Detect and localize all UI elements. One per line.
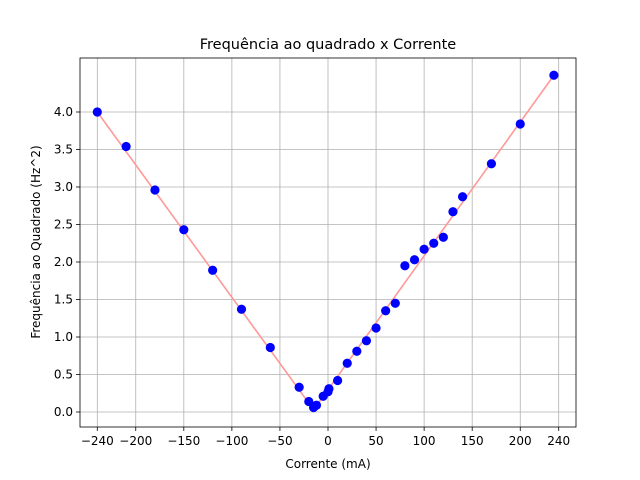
data-point: [311, 400, 322, 410]
data-point: [121, 141, 131, 152]
data-point: [515, 119, 525, 129]
y-tick-label: 0.0: [54, 405, 73, 419]
data-point: [448, 207, 458, 217]
x-axis-ticks: −240 −200 −150 −100 −50 0 50 100 150 200 240: [81, 427, 570, 448]
points-layer: [92, 70, 559, 413]
x-tick-label: 200: [509, 434, 532, 448]
data-point: [457, 192, 468, 202]
x-tick-label: 50: [368, 434, 383, 448]
data-point: [179, 225, 189, 235]
data-point: [208, 265, 218, 275]
x-tick-label: −200: [119, 434, 152, 448]
x-tick-label: 150: [461, 434, 484, 448]
data-point: [342, 358, 352, 368]
fit-line-layer: [96, 74, 555, 412]
x-tick-label: 240: [547, 434, 570, 448]
x-tick-label: −150: [167, 434, 200, 448]
grid-layer: [80, 58, 576, 427]
y-tick-label: 0.5: [54, 368, 73, 382]
y-tick-label: 3.0: [54, 180, 73, 194]
x-tick-label: −100: [215, 434, 248, 448]
y-tick-label: 1.5: [54, 293, 73, 307]
data-point: [361, 336, 372, 346]
x-tick-label: 0: [324, 434, 332, 448]
y-tick-label: 2.5: [54, 218, 73, 232]
x-tick-label: −240: [81, 434, 114, 448]
y-axis-label: Frequência ao Quadrado (Hz^2): [29, 145, 43, 338]
data-point: [438, 232, 448, 242]
fit-line: [96, 74, 555, 412]
data-point: [549, 70, 559, 80]
data-point: [265, 342, 275, 353]
y-tick-label: 3.5: [54, 143, 73, 157]
chart-title: Frequência ao quadrado x Corrente: [200, 37, 457, 53]
x-axis-label: Corrente (mA): [285, 457, 370, 471]
x-tick-label: 100: [413, 434, 436, 448]
data-point: [294, 382, 304, 392]
x-tick-label: −50: [267, 434, 292, 448]
y-axis-ticks: 0.0 0.5 1.0 1.5 2.0 2.5 3.0 3.5 4.0: [54, 105, 80, 419]
y-tick-label: 1.0: [54, 330, 73, 344]
y-tick-label: 2.0: [54, 255, 73, 269]
data-point: [92, 107, 102, 117]
data-point: [381, 306, 391, 316]
data-point: [236, 304, 247, 314]
data-point: [419, 244, 429, 254]
y-tick-label: 4.0: [54, 105, 73, 119]
data-point: [324, 384, 334, 394]
data-point: [429, 238, 439, 248]
data-point: [333, 375, 343, 386]
data-point: [400, 261, 410, 271]
data-point: [486, 159, 497, 169]
data-point: [371, 323, 381, 333]
data-point: [390, 298, 400, 308]
data-point: [352, 346, 362, 356]
data-point: [150, 185, 160, 195]
data-point: [409, 255, 420, 265]
